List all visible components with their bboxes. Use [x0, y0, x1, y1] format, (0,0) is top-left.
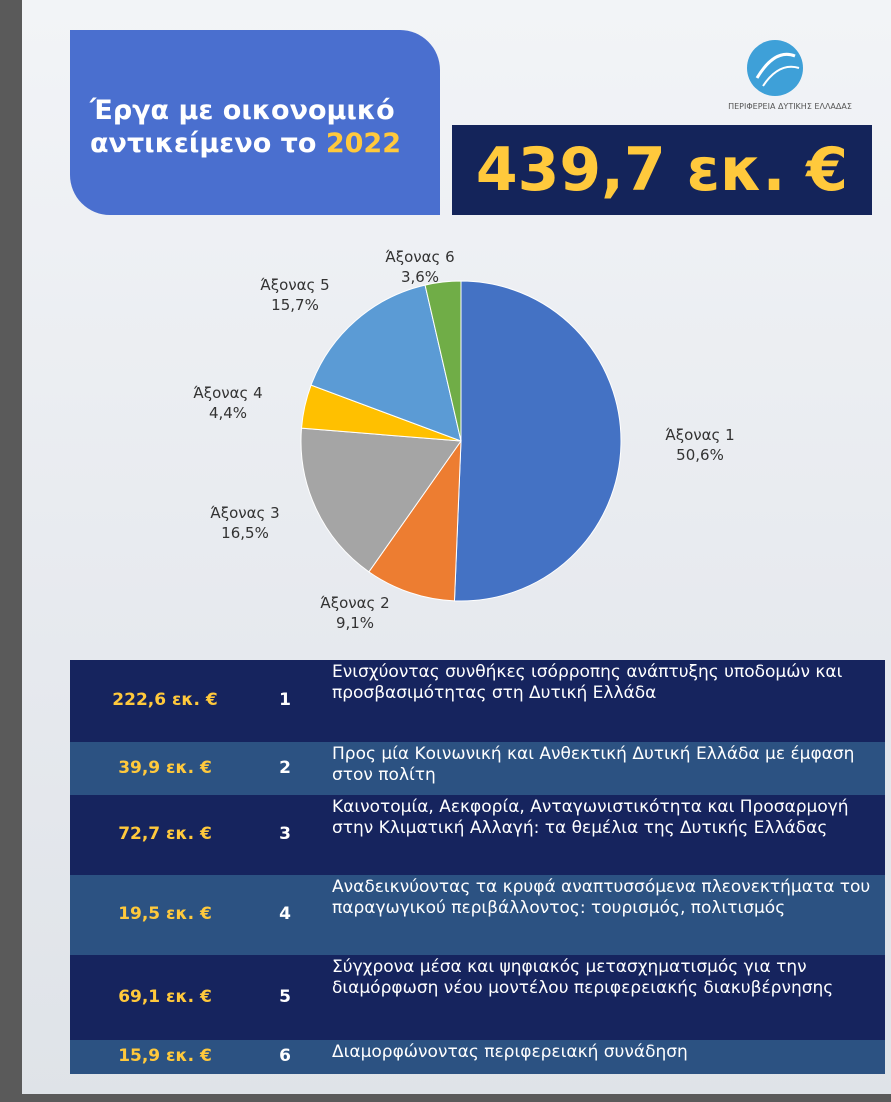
description: Καινοτομία, Αεκφορία, Ανταγωνιστικότητα …: [332, 797, 880, 839]
axis-number: 1: [270, 690, 300, 710]
amount: 39,9 εκ. €: [70, 758, 260, 778]
infographic: Έργα με οικονομικό αντικείμενο το 2022 Π…: [0, 0, 891, 1102]
pie-slice: [454, 281, 621, 601]
slice-label: Άξονας 5: [260, 276, 329, 294]
axis-number: 2: [270, 758, 300, 778]
table-row: 69,1 εκ. € 5 Σύγχρονα μέσα και ψηφιακός με…: [70, 955, 885, 1040]
table-row: 72,7 εκ. € 3 Καινοτομία, Αεκφορία, Ανταγων…: [70, 795, 885, 875]
table-row: 15,9 εκ. € 6 Διαμορφώνοντας περιφερειακή σ…: [70, 1040, 885, 1074]
amount: 222,6 εκ. €: [70, 690, 260, 710]
amount: 15,9 εκ. €: [70, 1046, 260, 1066]
axis-number: 4: [270, 904, 300, 924]
slice-label: Άξονας 2: [320, 594, 389, 612]
frame-bar: [0, 1094, 891, 1102]
slice-value-label: 3,6%: [401, 268, 439, 286]
axis-number: 6: [270, 1046, 300, 1066]
amount: 72,7 εκ. €: [70, 824, 260, 844]
description: Ενισχύοντας συνθήκες ισόρροπης ανάπτυξης…: [332, 662, 880, 704]
description: Προς μία Κοινωνική και Ανθεκτική Δυτική …: [332, 744, 880, 786]
table-row: 19,5 εκ. € 4 Αναδεικνύοντας τα κρυφά αναπτ…: [70, 875, 885, 955]
table-row: 222,6 εκ. € 1 Ενισχύοντας συνθήκες ισόρροπ…: [70, 660, 885, 742]
description: Αναδεικνύοντας τα κρυφά αναπτυσσόμενα πλ…: [332, 877, 880, 919]
slice-label: Άξονας 1: [665, 426, 734, 444]
slice-value-label: 4,4%: [209, 404, 247, 422]
pie-chart: Άξονας 1 50,6% Άξονας 2 9,1% Άξονας 3 16,5% Άξ…: [0, 0, 891, 660]
slice-value-label: 16,5%: [221, 524, 269, 542]
slice-label: Άξονας 3: [210, 504, 279, 522]
slice-value-label: 15,7%: [271, 296, 319, 314]
slice-value-label: 50,6%: [676, 446, 724, 464]
amount: 19,5 εκ. €: [70, 904, 260, 924]
amount: 69,1 εκ. €: [70, 987, 260, 1007]
table-row: 39,9 εκ. € 2 Προς μία Κοινωνική και Ανθεκτ…: [70, 742, 885, 795]
description: Διαμορφώνοντας περιφερειακή συνάδηση: [332, 1042, 880, 1063]
slice-value-label: 9,1%: [336, 614, 374, 632]
slice-label: Άξονας 6: [385, 248, 454, 266]
slice-label: Άξονας 4: [193, 384, 262, 402]
axis-number: 5: [270, 987, 300, 1007]
axis-number: 3: [270, 824, 300, 844]
description: Σύγχρονα μέσα και ψηφιακός μετασχηματισμ…: [332, 957, 880, 999]
